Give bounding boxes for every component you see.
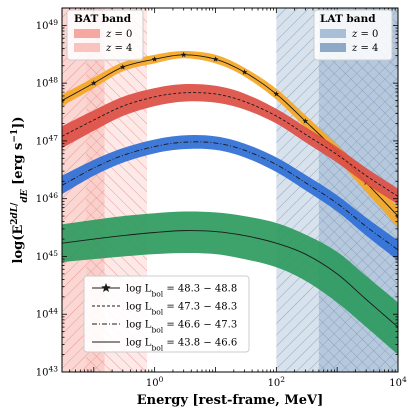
svg-text:z = 4: z = 4 [105, 43, 132, 54]
y-axis-label-power: 2 [10, 218, 20, 224]
y-tick-label: 1044 [36, 306, 59, 321]
y-tick-label: 1048 [36, 75, 59, 90]
lat-legend-swatch-z4 [320, 43, 346, 52]
bat-legend-swatch-z4 [74, 43, 100, 52]
lat-legend-swatch-z0 [320, 29, 346, 38]
y-axis-label-close: ]) [11, 117, 26, 129]
series-2 [62, 84, 398, 205]
y-tick-label: 1046 [36, 191, 59, 206]
svg-text:z = 0: z = 0 [105, 29, 132, 40]
y-axis-label-unit-power: −1 [10, 129, 20, 143]
bat-legend-val-z0: = 0 [111, 29, 132, 40]
lat-band-legend: LAT band z = 0 z = 4 [313, 9, 393, 61]
x-axis-label: Energy [rest-frame, MeV] [137, 393, 323, 408]
luminosity-legend-label: log Lbol = 43.8 − 46.6 [126, 338, 237, 353]
series-1-point [273, 90, 280, 97]
luminosity-legend-entry: log Lbol = 47.3 − 48.3 [92, 302, 237, 317]
bat-legend-val-z4: = 4 [111, 43, 132, 54]
series-1-point [241, 69, 248, 75]
svg-text:log(E2dL/dE [erg s−1]): log(E2dL/dE [erg s−1]) [10, 117, 30, 264]
bat-legend-var-z0: z [105, 29, 112, 40]
luminosity-legend: log Lbol = 48.3 − 48.8 log Lbol = 47.3 − … [83, 275, 250, 353]
series-3-band [62, 135, 398, 261]
x-tick-label: 100 [146, 375, 164, 390]
luminosity-legend-label: log Lbol = 48.3 − 48.8 [126, 284, 237, 299]
lat-legend-var-z0: z [351, 29, 358, 40]
series-4 [62, 211, 398, 355]
luminosity-legend-entry: log Lbol = 48.3 − 48.8 [92, 283, 237, 298]
luminosity-legend-label: log Lbol = 47.3 − 48.3 [126, 302, 237, 317]
luminosity-legend-star [101, 283, 111, 293]
series-4-median-line [62, 230, 398, 328]
series-1-point [151, 56, 158, 62]
y-axis-label-frac-den: dE [20, 189, 30, 202]
svg-text:z = 0: z = 0 [351, 29, 378, 40]
y-tick-label: 1047 [36, 133, 59, 148]
bat-band-legend: BAT band z = 0 z = 4 [66, 9, 144, 61]
y-tick-label: 1043 [36, 364, 59, 379]
series-1-point [212, 56, 219, 62]
series-3 [62, 135, 398, 261]
luminosity-legend-label: log Lbol = 46.6 − 47.3 [126, 320, 237, 335]
bat-legend-var-z4: z [105, 43, 112, 54]
plot-area [62, 8, 398, 372]
y-tick-label: 1045 [36, 248, 59, 263]
svg-text:z = 4: z = 4 [351, 43, 378, 54]
bat-legend-swatch-z0 [74, 29, 100, 38]
lat-legend-val-z4: = 4 [357, 43, 378, 54]
lat-legend-title: LAT band [320, 13, 376, 25]
series-1-point [302, 118, 309, 124]
series-bands [62, 51, 398, 355]
y-tick-label: 1049 [36, 17, 59, 32]
series-2-band [62, 84, 398, 205]
luminosity-legend-box [83, 275, 250, 353]
series-1-band [62, 51, 398, 228]
y-axis-label-frac-num: dL [10, 206, 20, 219]
series-1-point [180, 51, 187, 58]
y-axis-label-unit: [erg s [11, 143, 26, 190]
axis-ticks [61, 7, 399, 373]
series-1-point [119, 64, 126, 70]
x-tick-label: 102 [268, 375, 286, 390]
series-2-median-line [62, 92, 398, 197]
series-3-median-line [62, 141, 398, 251]
bat-legend-title: BAT band [74, 13, 132, 25]
series-1-point [90, 80, 97, 86]
plot-frame [61, 7, 399, 373]
series-4-band [62, 211, 398, 355]
lat-legend-val-z0: = 0 [357, 29, 378, 40]
luminosity-legend-entry: log Lbol = 46.6 − 47.3 [92, 320, 237, 335]
y-axis-label: log(E2dL/dE [erg s−1]) [10, 117, 30, 264]
axis-tick-labels: 1043 1044 1045 1046 1047 1048 1049 100 102 104 [36, 17, 407, 389]
y-axis-label-main: log(E [11, 225, 26, 264]
x-tick-label: 104 [389, 375, 407, 390]
luminosity-legend-entry: log Lbol = 43.8 − 46.6 [92, 338, 237, 353]
lat-legend-var-z4: z [351, 43, 358, 54]
